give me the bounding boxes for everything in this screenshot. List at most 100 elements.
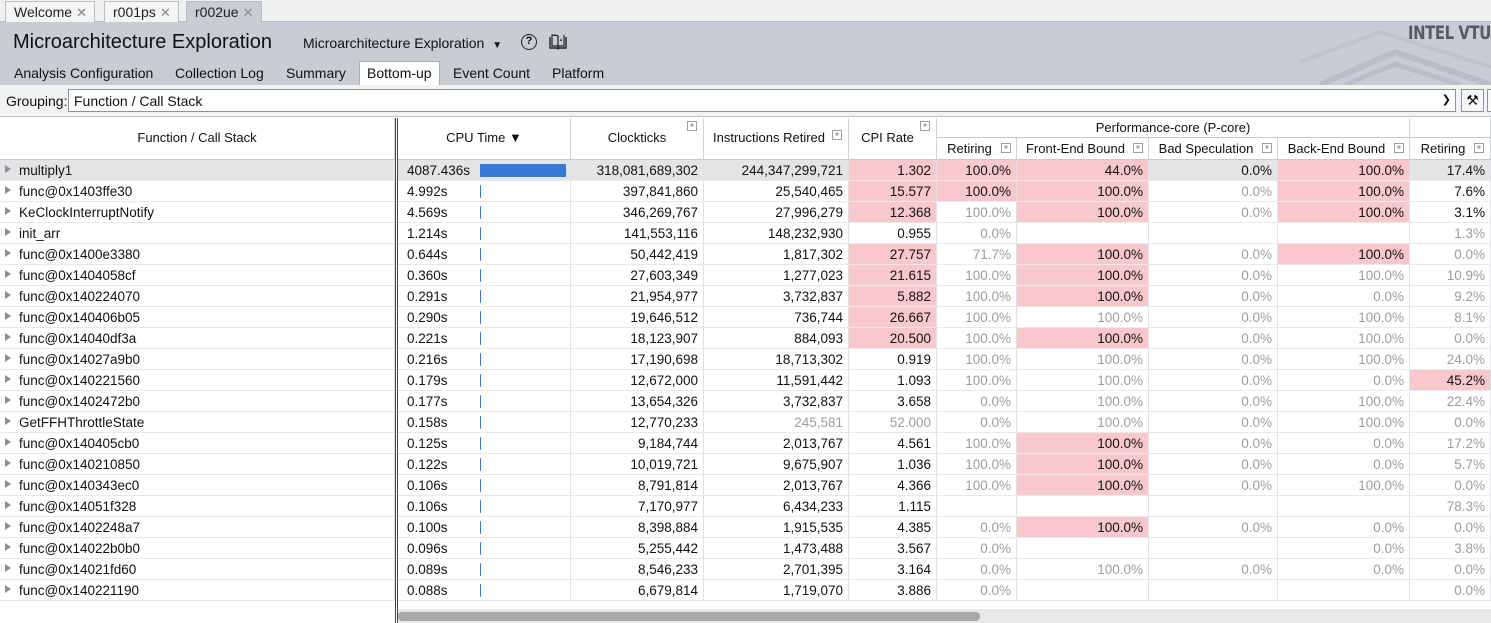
tab-platform[interactable]: Platform [552, 65, 605, 81]
expand-column-icon[interactable]: » [832, 130, 842, 140]
expand-triangle-icon[interactable] [5, 522, 11, 530]
cell-function-name[interactable]: func@0x14021fd60 [0, 559, 395, 580]
expand-triangle-icon[interactable] [5, 228, 11, 236]
expand-triangle-icon[interactable] [5, 585, 11, 593]
expand-triangle-icon[interactable] [5, 165, 11, 173]
table-row[interactable]: func@0x14022b0b0 0.096s 5,255,442 1,473,488… [0, 538, 1491, 559]
table-row[interactable]: func@0x1402248a7 0.100s 8,398,884 1,915,535… [0, 517, 1491, 538]
column-header-function[interactable]: Function / Call Stack [0, 118, 395, 160]
expand-column-icon[interactable]: » [920, 121, 930, 131]
cell-function-name[interactable]: multiply1 [0, 160, 395, 181]
expand-column-icon[interactable]: » [1394, 143, 1404, 153]
cell-function-name[interactable]: func@0x14022b0b0 [0, 538, 395, 559]
cell-function-name[interactable]: func@0x140343ec0 [0, 475, 395, 496]
table-row[interactable]: GetFFHThrottleState 0.158s 12,770,233 245,5… [0, 412, 1491, 433]
column-header-back-end-bound[interactable]: Back-End Bound » [1278, 138, 1410, 160]
expand-triangle-icon[interactable] [5, 375, 11, 383]
doc-tab-welcome[interactable]: Welcome ✕ [5, 1, 95, 22]
expand-column-icon[interactable]: » [1474, 143, 1484, 153]
expand-column-icon[interactable]: » [1001, 143, 1011, 153]
cell-function-name[interactable]: init_arr [0, 223, 395, 244]
horizontal-scrollbar-thumb[interactable] [398, 612, 980, 621]
tab-event-count[interactable]: Event Count [453, 65, 531, 81]
cell-function-name[interactable]: func@0x140406b05 [0, 307, 395, 328]
expand-triangle-icon[interactable] [5, 249, 11, 257]
cell-function-name[interactable]: KeClockInterruptNotify [0, 202, 395, 223]
analysis-type-dropdown[interactable]: Microarchitecture Exploration ▼ [303, 35, 502, 51]
tab-analysis-configuration[interactable]: Analysis Configuration [14, 65, 154, 81]
column-header-cpu-time[interactable]: CPU Time ▼ [398, 118, 571, 160]
cell-function-name[interactable]: func@0x1402248a7 [0, 517, 395, 538]
table-row[interactable]: multiply1 4087.436s 318,081,689,302 244,347… [0, 160, 1491, 181]
expand-triangle-icon[interactable] [5, 396, 11, 404]
table-row[interactable]: func@0x140406b05 0.290s 19,646,512 736,744 2… [0, 307, 1491, 328]
cell-function-name[interactable]: func@0x140221560 [0, 370, 395, 391]
column-header-retiring-ecore[interactable]: Retiring » [1410, 138, 1491, 160]
doc-tab-r002ue[interactable]: r002ue ✕ [186, 1, 262, 22]
expand-triangle-icon[interactable] [5, 291, 11, 299]
cell-function-name[interactable]: func@0x140221190 [0, 580, 395, 601]
expand-triangle-icon[interactable] [5, 459, 11, 467]
table-row[interactable]: func@0x140210850 0.122s 10,019,721 9,675,90… [0, 454, 1491, 475]
table-row[interactable]: func@0x140224070 0.291s 21,954,977 3,732,83… [0, 286, 1491, 307]
tab-collection-log[interactable]: Collection Log [175, 65, 264, 81]
expand-triangle-icon[interactable] [5, 333, 11, 341]
expand-column-icon[interactable]: » [1133, 143, 1143, 153]
table-row[interactable]: func@0x140221560 0.179s 12,672,000 11,591,4… [0, 370, 1491, 391]
cell-function-name[interactable]: GetFFHThrottleState [0, 412, 395, 433]
table-row[interactable]: func@0x14027a9b0 0.216s 17,190,698 18,713,3… [0, 349, 1491, 370]
expand-triangle-icon[interactable] [5, 354, 11, 362]
table-row[interactable]: func@0x14051f328 0.106s 7,170,977 6,434,233… [0, 496, 1491, 517]
cell-function-name[interactable]: func@0x14051f328 [0, 496, 395, 517]
table-row[interactable]: func@0x140343ec0 0.106s 8,791,814 2,013,767… [0, 475, 1491, 496]
table-row[interactable]: func@0x1404058cf 0.360s 27,603,349 1,277,02… [0, 265, 1491, 286]
expand-column-icon[interactable]: » [687, 121, 697, 131]
cell-function-name[interactable]: func@0x1400e3380 [0, 244, 395, 265]
expand-triangle-icon[interactable] [5, 270, 11, 278]
table-row[interactable]: func@0x1400e3380 0.644s 50,442,419 1,817,30… [0, 244, 1491, 265]
expand-triangle-icon[interactable] [5, 186, 11, 194]
expand-triangle-icon[interactable] [5, 417, 11, 425]
column-header-retiring[interactable]: Retiring » [937, 138, 1017, 160]
cell-function-name[interactable]: func@0x140210850 [0, 454, 395, 475]
question-circle-icon[interactable]: ? [521, 34, 537, 50]
close-icon[interactable]: ✕ [76, 5, 87, 20]
toolbar-extra-button[interactable] [1487, 89, 1491, 112]
table-row[interactable]: KeClockInterruptNotify 4.569s 346,269,767 2… [0, 202, 1491, 223]
column-header-bad-speculation[interactable]: Bad Speculation » [1149, 138, 1278, 160]
grouping-select[interactable]: Function / Call Stack ❯ [68, 89, 1456, 112]
doc-tab-r001ps[interactable]: r001ps ✕ [104, 1, 179, 22]
expand-triangle-icon[interactable] [5, 207, 11, 215]
table-row[interactable]: func@0x14040df3a 0.221s 18,123,907 884,093 2… [0, 328, 1491, 349]
cell-function-name[interactable]: func@0x1402472b0 [0, 391, 395, 412]
table-row[interactable]: func@0x140221190 0.088s 6,679,814 1,719,070… [0, 580, 1491, 601]
column-header-front-end-bound[interactable]: Front-End Bound » [1017, 138, 1149, 160]
expand-triangle-icon[interactable] [5, 480, 11, 488]
tab-summary[interactable]: Summary [286, 65, 346, 81]
column-header-cpi-rate[interactable]: CPI Rate » [849, 118, 937, 160]
expand-triangle-icon[interactable] [5, 501, 11, 509]
column-header-clockticks[interactable]: Clockticks » [571, 118, 704, 160]
expand-column-icon[interactable]: » [1262, 143, 1272, 153]
table-row[interactable]: func@0x1402472b0 0.177s 13,654,326 3,732,83… [0, 391, 1491, 412]
column-header-instructions-retired[interactable]: Instructions Retired » [704, 118, 849, 160]
expand-triangle-icon[interactable] [5, 312, 11, 320]
table-row[interactable]: init_arr 1.214s 141,553,116 148,232,930 0.95… [0, 223, 1491, 244]
cell-function-name[interactable]: func@0x140405cb0 [0, 433, 395, 454]
table-row[interactable]: func@0x1403ffe30 4.992s 397,841,860 25,540,… [0, 181, 1491, 202]
cell-function-name[interactable]: func@0x1404058cf [0, 265, 395, 286]
cell-function-name[interactable]: func@0x14040df3a [0, 328, 395, 349]
book-icon[interactable] [549, 34, 567, 50]
cell-function-name[interactable]: func@0x14027a9b0 [0, 349, 395, 370]
table-row[interactable]: func@0x14021fd60 0.089s 8,546,233 2,701,395… [0, 559, 1491, 580]
close-icon[interactable]: ✕ [159, 5, 171, 20]
cell-function-name[interactable]: func@0x140224070 [0, 286, 395, 307]
expand-triangle-icon[interactable] [5, 543, 11, 551]
expand-triangle-icon[interactable] [5, 438, 11, 446]
close-icon[interactable]: ✕ [242, 5, 254, 20]
cell-function-name[interactable]: func@0x1403ffe30 [0, 181, 395, 202]
customize-grouping-button[interactable]: ⚒ [1461, 89, 1484, 112]
pane-splitter[interactable] [395, 118, 398, 623]
expand-triangle-icon[interactable] [5, 564, 11, 572]
table-row[interactable]: func@0x140405cb0 0.125s 9,184,744 2,013,767… [0, 433, 1491, 454]
